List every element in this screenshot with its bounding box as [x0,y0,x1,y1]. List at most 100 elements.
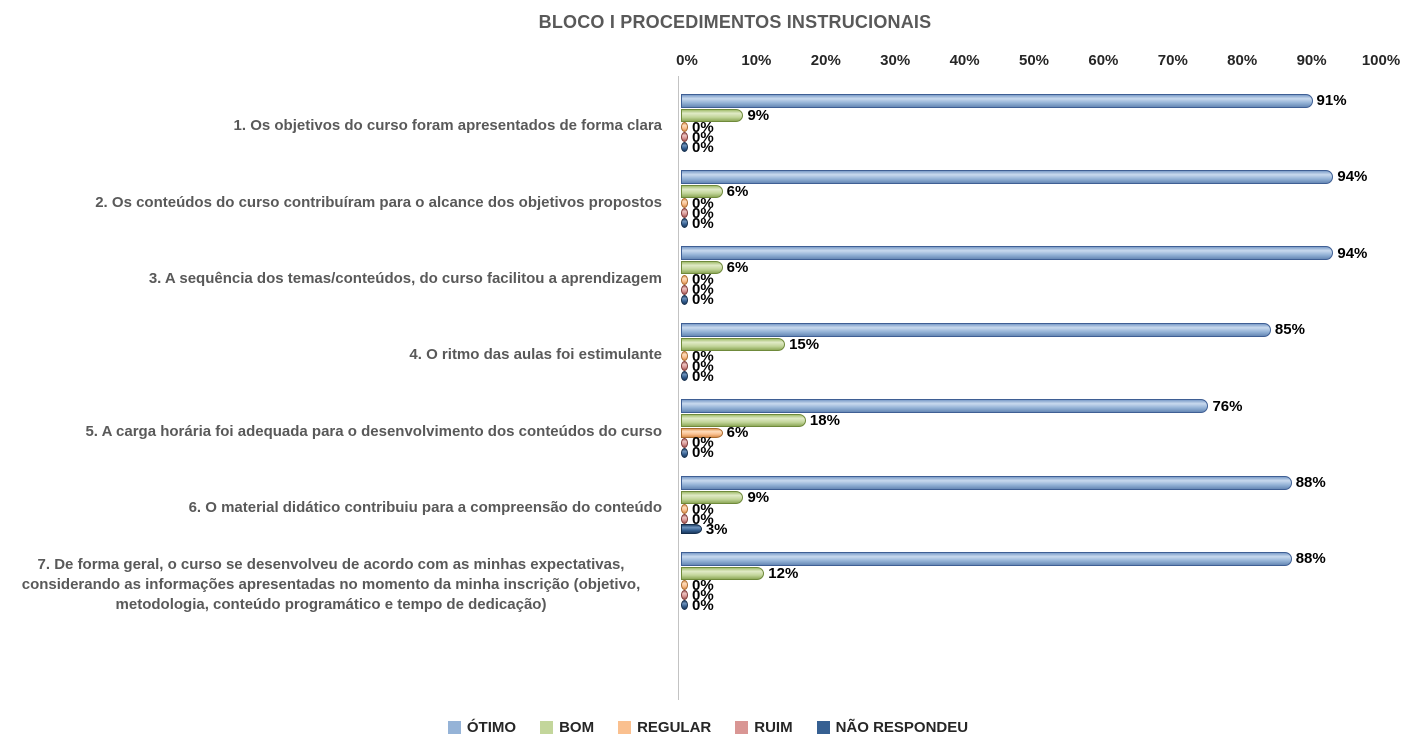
x-tick-label: 20% [810,52,841,69]
value-label: 3% [705,520,728,538]
value-label: 94% [1337,244,1368,262]
value-label: 0% [692,586,714,604]
bar-não-respondeu [681,371,688,382]
bar-bom [681,490,744,504]
bar-ruim [681,590,688,601]
bar-não-respondeu [681,142,688,152]
legend-label: ÓTIMO [466,719,517,736]
bar-ótimo [681,246,1334,261]
bar-bom [681,337,786,351]
chart-title: BLOCO I PROCEDIMENTOS INSTRUCIONAIS [538,12,932,32]
bar-ótimo [681,475,1292,490]
bar-row: 0% [681,596,1416,614]
bar-regular [681,504,688,514]
value-label: 6% [726,424,749,442]
x-tick-label: 50% [1018,52,1050,69]
x-tick-label: 60% [1088,52,1119,69]
bar-group: 85% 15% 0% 0% 0% [681,317,1416,385]
legend-item: RUIM [735,719,793,736]
bar-regular [681,198,688,209]
bar-regular [681,580,688,591]
value-label: 0% [692,576,714,594]
bar-group: 91% 9% 0% 0% 0% [681,88,1416,155]
value-label: 0% [692,596,714,614]
bar-row: 0% [681,357,1416,375]
bar-ruim [681,132,688,142]
value-label: 18% [809,412,840,430]
legend-item: REGULAR [618,719,711,736]
value-label: 0% [692,118,714,136]
bar-group: 88% 12% 0% 0% 0% [681,546,1416,614]
value-label: 91% [1316,92,1347,109]
bar-group: 94% 6% 0% 0% 0% [681,241,1416,307]
value-label: 0% [692,367,714,385]
bar-não-respondeu [681,600,688,611]
bar-ruim [681,208,688,219]
bar-bom [681,108,744,122]
legend-item: ÓTIMO [447,719,517,736]
bar-row: 9% [681,488,1416,506]
x-tick-label: 70% [1157,52,1188,69]
bar-row: 88% [681,475,1416,490]
category-label: 4. O ritmo das aulas foi estimulante [409,346,662,364]
legend-label: REGULAR [637,719,712,736]
x-tick-label: 80% [1227,52,1258,69]
bar-row: 0% [681,512,1416,527]
x-axis: 0% 10% 20% 30% 40% 50% 60% 70% 80% 90% 100% [676,52,1400,70]
legend: ÓTIMO BOM REGULAR RUIM NÃO RESPONDEU [0,719,1416,736]
bar-row: 76% [681,399,1416,414]
bar-ótimo [681,169,1334,184]
bar-não-respondeu [681,294,688,305]
bar-não-respondeu [681,524,702,534]
value-label: 0% [692,204,714,222]
bar-row: 18% [681,412,1416,430]
bar-row: 0% [681,434,1416,452]
x-tick-label: 40% [949,52,980,69]
bar-group: 88% 9% 0% 0% 3% [681,470,1416,538]
bar-row: 0% [681,292,1416,307]
value-label: 0% [692,357,714,375]
category-label: 5. A carga horária foi adequada para o d… [85,422,662,440]
bar-row: 9% [681,106,1416,124]
legend-swatch [618,721,632,734]
bar-ótimo [681,551,1292,566]
value-label: 9% [747,488,770,506]
bar-row: 0% [681,196,1416,211]
bar-row: 0% [681,282,1416,297]
category-label: 3. A sequência dos temas/conteúdos, do c… [148,269,662,287]
bar-ótimo [681,93,1313,108]
bar-ruim [681,514,688,524]
bar-regular [681,122,688,132]
bar-row: 0% [681,367,1416,385]
bar-row: 0% [681,271,1416,289]
x-tick-label: 30% [880,52,911,69]
bar-ruim [681,284,688,295]
y-axis-line [678,76,679,700]
x-tick-label: 10% [741,52,772,69]
bar-não-respondeu [681,218,688,229]
value-label: 15% [789,335,820,353]
bar-row: 15% [681,335,1416,353]
bar-ótimo [681,322,1271,337]
bar-row: 0% [681,349,1416,364]
bar-row: 94% [681,169,1416,184]
value-label: 9% [747,106,770,124]
value-label: 94% [1337,168,1368,186]
bar-row: 0% [681,444,1416,462]
bar-row: 12% [681,566,1416,581]
legend-swatch [735,721,749,734]
value-label: 0% [692,271,714,289]
value-label: 0% [692,444,714,462]
category-label: 2. Os conteúdos do curso contribuíram pa… [95,193,662,211]
bar-row: 88% [681,551,1416,566]
bar-row: 0% [681,118,1416,136]
bar-regular [681,351,688,362]
bar-row: 6% [681,260,1416,275]
bar-regular [681,427,723,438]
bar-row: 6% [681,424,1416,442]
bar-row: 0% [681,140,1416,155]
value-label: 0% [692,434,714,452]
value-label: 6% [726,182,749,200]
value-label: 0% [692,214,714,232]
